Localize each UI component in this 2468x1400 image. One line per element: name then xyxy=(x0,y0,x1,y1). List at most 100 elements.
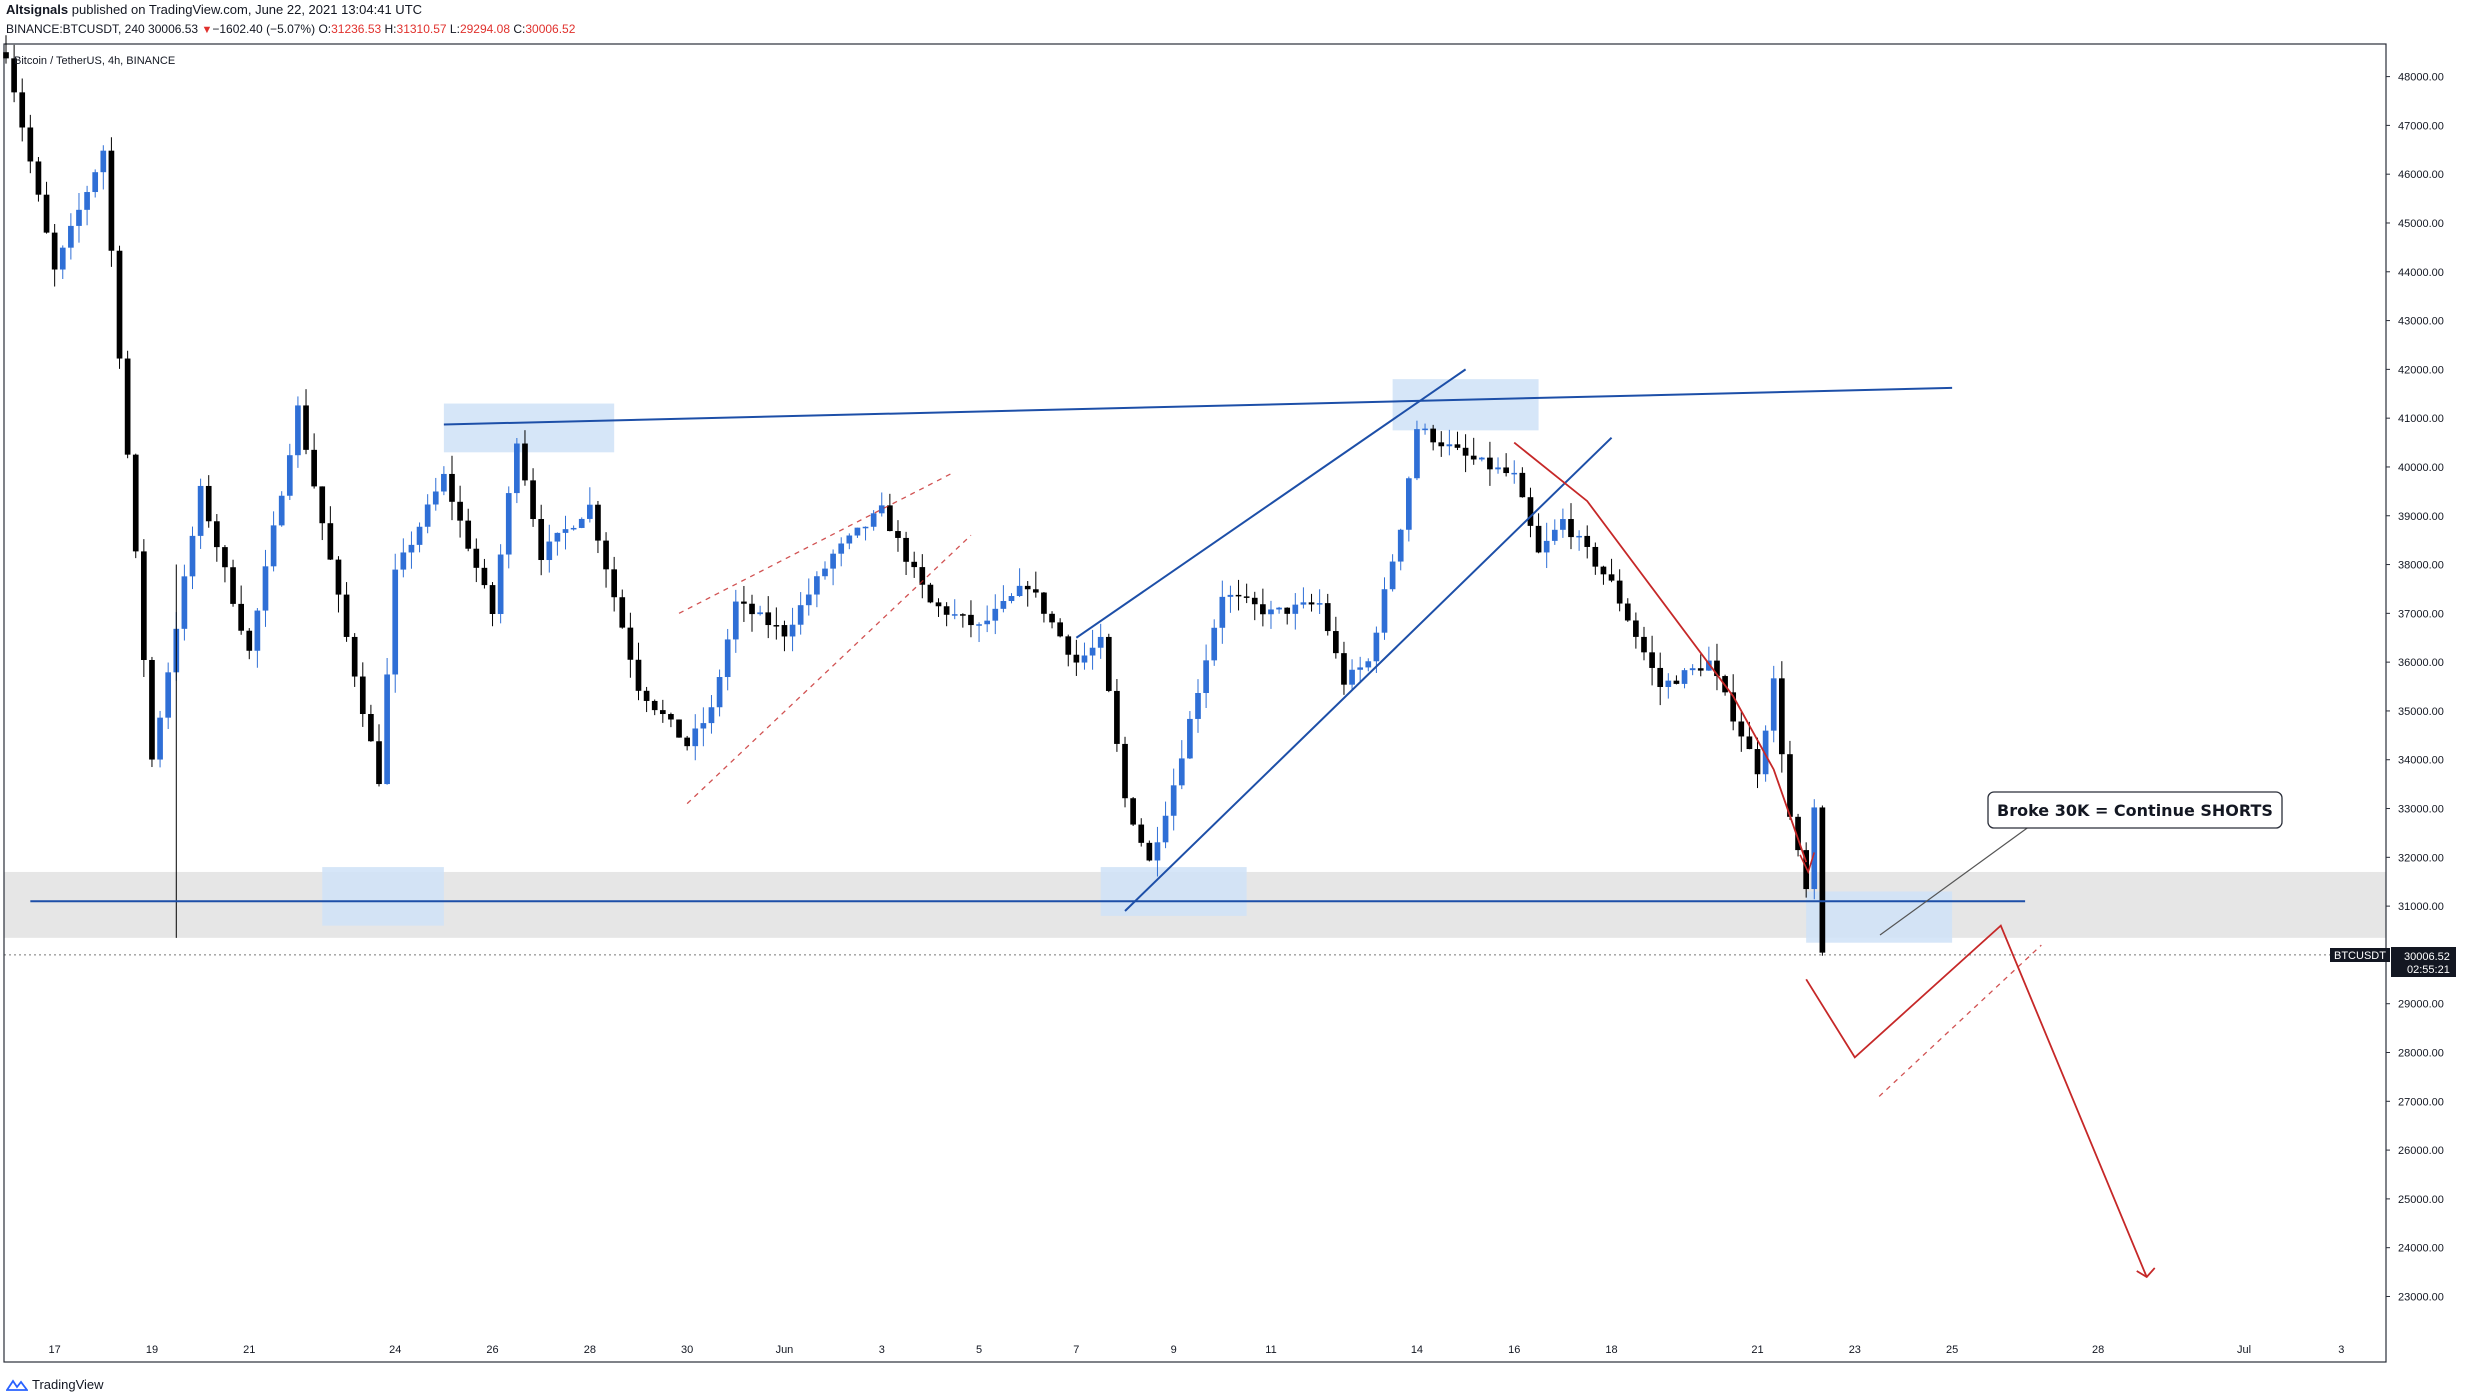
candle-body xyxy=(359,676,366,715)
y-tick-label: 41000.00 xyxy=(2398,413,2444,425)
candle-body xyxy=(254,610,261,651)
candle-body xyxy=(1081,655,1088,663)
candle-body xyxy=(911,561,918,568)
candle-body xyxy=(449,473,455,502)
candle-body xyxy=(895,531,901,538)
candle-body xyxy=(668,714,674,720)
x-tick-label: 28 xyxy=(2092,1344,2104,1356)
price-axis[interactable]: 48000.00 47000.00 46000.00 45000.00 44000.00… xyxy=(2386,72,2444,1304)
candle-body xyxy=(43,194,50,233)
candle-body xyxy=(1551,529,1558,541)
candle-body xyxy=(1284,607,1291,614)
candle-body xyxy=(27,127,34,162)
candle-body xyxy=(1065,636,1072,655)
x-tick-label: 7 xyxy=(1073,1344,1079,1356)
candle-body xyxy=(1576,535,1582,538)
y-tick-label: 40000.00 xyxy=(2398,462,2444,474)
low-value: 29294.08 xyxy=(459,22,510,36)
candle-body xyxy=(943,606,950,615)
candle-body xyxy=(1454,444,1461,448)
candle-body xyxy=(432,491,439,505)
chart-title: Bitcoin / TetherUS, 4h, BINANCE xyxy=(14,55,175,67)
candle-body xyxy=(1762,730,1769,775)
candle-body xyxy=(960,614,966,616)
candle-body xyxy=(141,551,147,660)
candles-layer xyxy=(3,35,1826,956)
candle-body xyxy=(1316,603,1323,605)
candle-body xyxy=(1195,693,1201,719)
candle-body xyxy=(822,568,828,577)
candle-body xyxy=(1300,602,1307,605)
y-tick-label: 37000.00 xyxy=(2398,608,2444,620)
candle-body xyxy=(862,526,869,529)
resistance-line xyxy=(443,386,1953,426)
candle-body xyxy=(1511,472,1518,475)
candle-body xyxy=(773,625,780,627)
candle-body xyxy=(1697,668,1704,671)
candle-body xyxy=(976,624,982,626)
candle-body xyxy=(1292,604,1299,614)
y-tick-label: 25000.00 xyxy=(2398,1194,2444,1206)
annotation-callout[interactable]: Broke 30K = Continue SHORTS xyxy=(1879,791,2283,936)
candle-body xyxy=(1324,603,1331,632)
candle-body xyxy=(1673,680,1680,684)
x-tick-label: 26 xyxy=(486,1344,498,1356)
symbol-tag-bg xyxy=(2330,948,2390,962)
candle-body xyxy=(1706,660,1712,671)
candle-body xyxy=(368,714,374,742)
candle-body xyxy=(919,567,926,585)
candle-body xyxy=(230,567,236,604)
candle-body xyxy=(903,537,909,562)
candle-body xyxy=(278,495,285,526)
candle-body xyxy=(1592,546,1599,567)
time-axis[interactable]: 17 19 21 24 26 28 30 Jun 3 5 7 9 11 14 16 18 21 23 25 28 Jul… xyxy=(49,1344,2345,1356)
symbol-interval: BINANCE:BTCUSDT, 240 xyxy=(6,22,145,36)
candle-body xyxy=(124,358,131,455)
close-value: 30006.52 xyxy=(525,22,576,36)
candle-body xyxy=(1527,497,1534,526)
candle-body xyxy=(586,504,593,519)
x-tick-label: Jul xyxy=(2237,1344,2251,1356)
high-value: 31310.57 xyxy=(396,22,447,36)
candle-body xyxy=(1162,815,1169,843)
candle-body xyxy=(838,543,845,554)
candle-body xyxy=(400,552,407,570)
candle-body xyxy=(181,576,188,629)
countdown-tag: 02:55:21 xyxy=(2407,964,2450,976)
candle-body xyxy=(1008,596,1015,602)
tradingview-footer[interactable]: TradingView xyxy=(6,1377,104,1393)
close-label: C: xyxy=(513,22,526,36)
candle-body xyxy=(789,624,796,637)
candle-body xyxy=(643,690,650,701)
candle-body xyxy=(992,608,999,621)
candle-body xyxy=(554,532,561,542)
candle-body xyxy=(854,527,861,536)
curve-arrowhead xyxy=(1799,852,1816,875)
candle-body xyxy=(1211,627,1218,661)
candle-body xyxy=(1405,478,1412,530)
candle-body xyxy=(376,741,382,785)
candle-body xyxy=(1097,636,1104,648)
open-label: O: xyxy=(318,22,332,36)
wedge-lower-line xyxy=(1124,436,1613,912)
support-zone xyxy=(1100,867,1247,916)
candle-body xyxy=(830,553,836,569)
candle-body xyxy=(1649,652,1655,668)
author-name[interactable]: Altsignals xyxy=(6,2,69,17)
candle-body xyxy=(1122,743,1128,799)
candle-body xyxy=(562,529,569,533)
y-tick-label: 48000.00 xyxy=(2398,72,2444,84)
x-tick-label: Jun xyxy=(776,1344,794,1356)
candle-body xyxy=(35,161,42,195)
candle-body xyxy=(1803,850,1810,890)
candle-body xyxy=(1689,668,1696,671)
x-tick-label: 28 xyxy=(584,1344,596,1356)
x-tick-label: 25 xyxy=(1946,1344,1958,1356)
candle-body xyxy=(1560,519,1566,530)
candle-body xyxy=(659,710,666,715)
drawings-layer xyxy=(30,368,2156,1279)
candle-body xyxy=(805,594,812,606)
candle-body xyxy=(262,566,269,611)
candle-body xyxy=(213,521,220,548)
